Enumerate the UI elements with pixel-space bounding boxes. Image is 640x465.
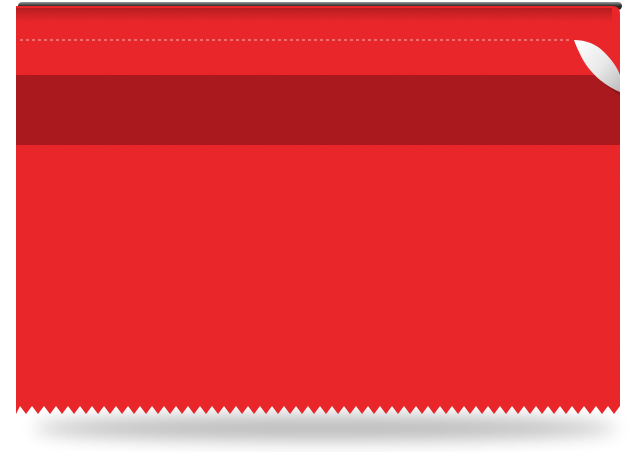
page-curl-fold	[574, 40, 620, 92]
page-curl	[574, 40, 620, 96]
ribbon-body	[16, 6, 620, 414]
page-curl-shadow	[580, 54, 620, 96]
ground-shadow	[33, 416, 617, 440]
rod-shade	[16, 8, 612, 22]
ribbon-band	[16, 75, 620, 145]
